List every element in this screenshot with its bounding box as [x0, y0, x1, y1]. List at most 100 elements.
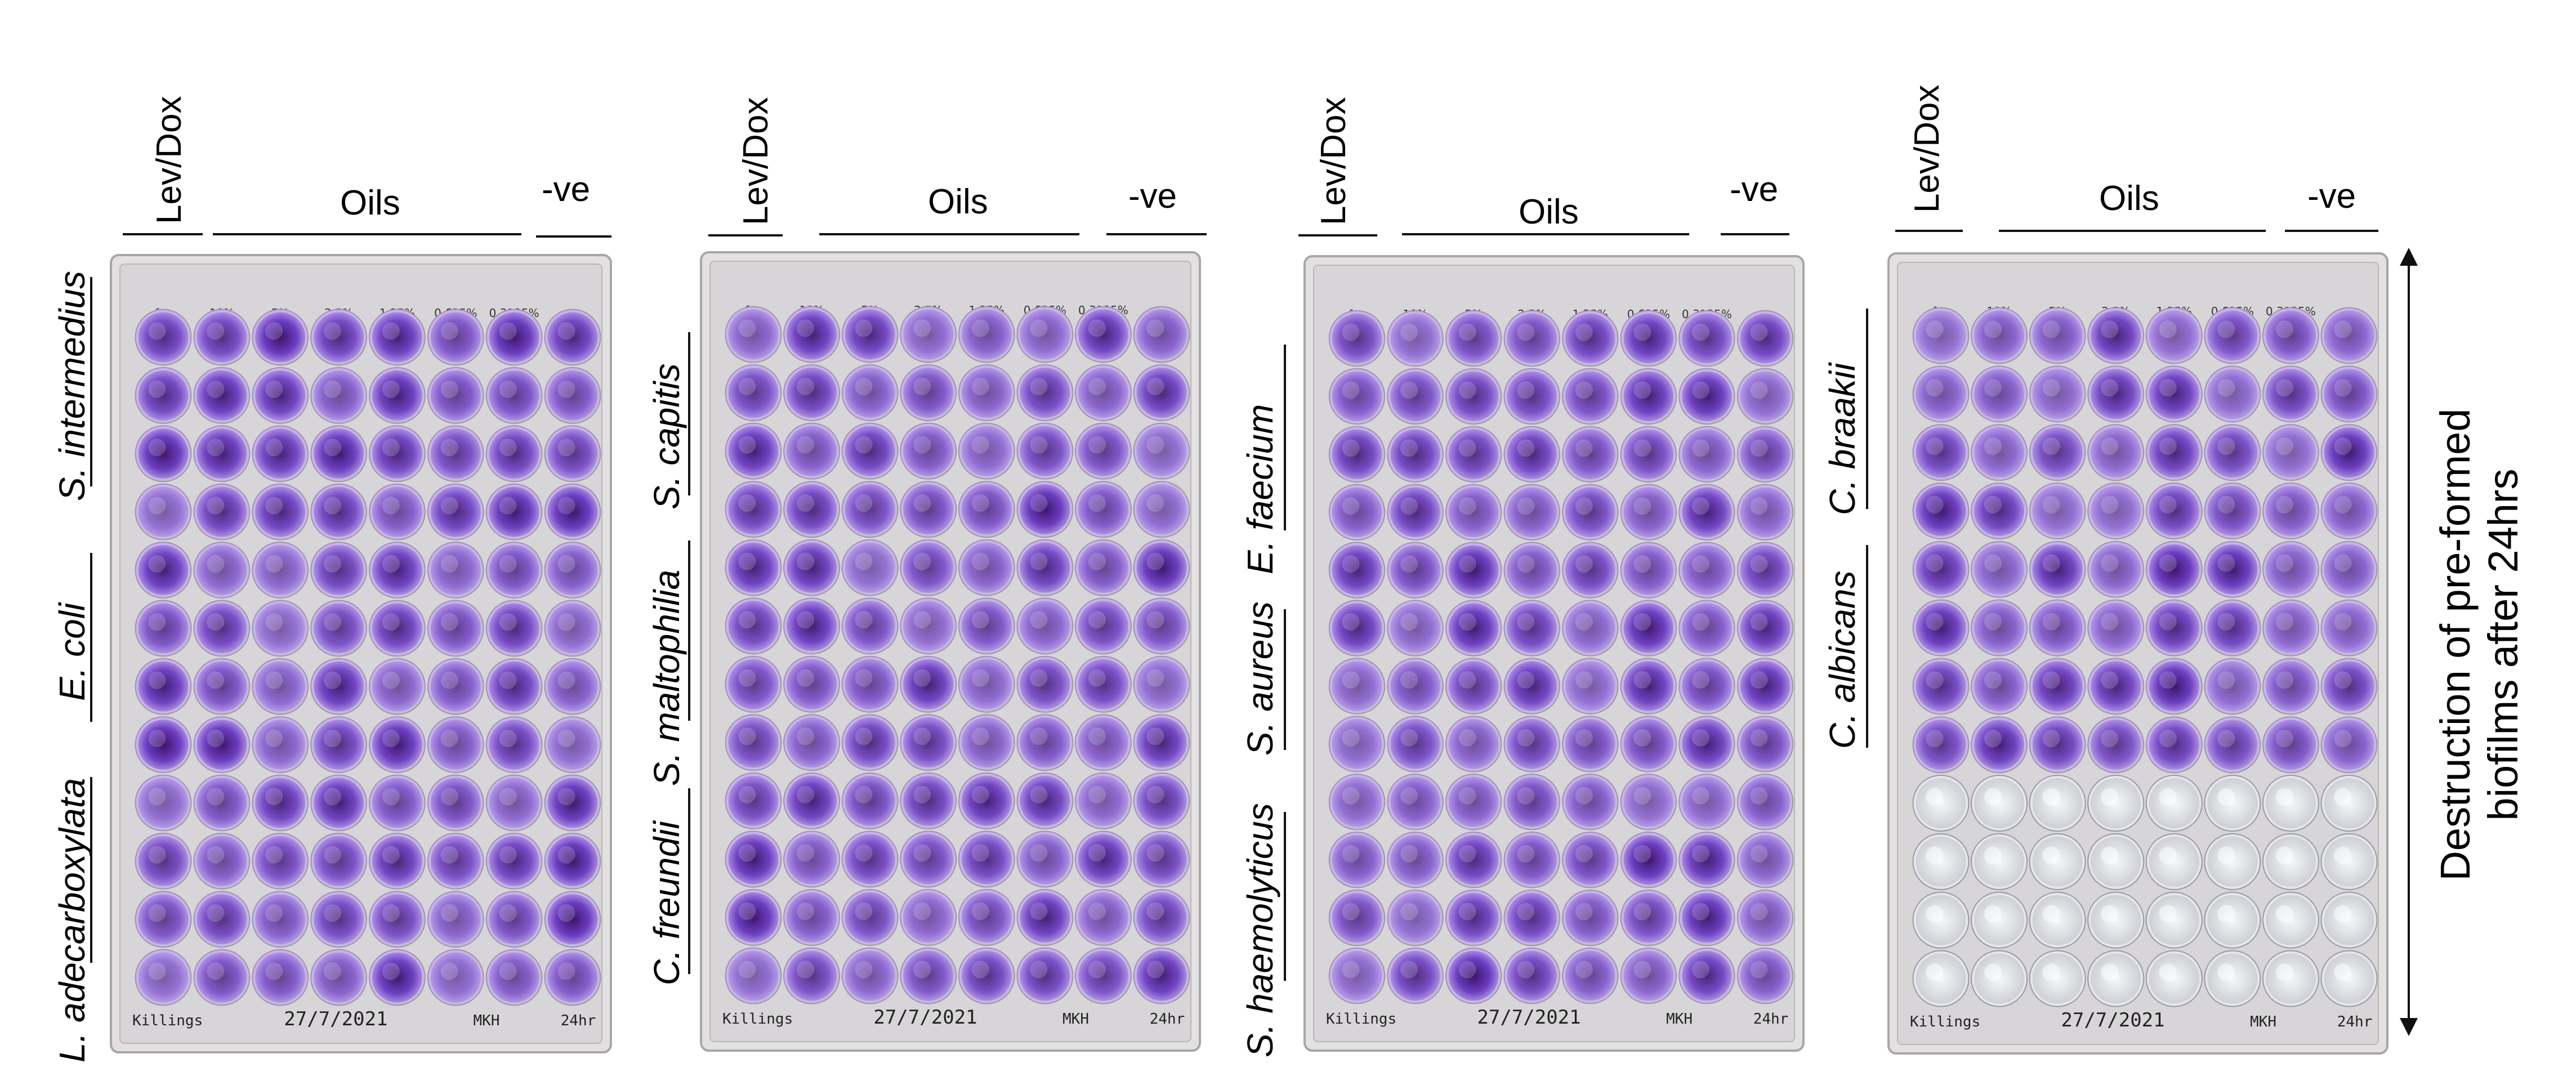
- well: [1740, 719, 1791, 769]
- well: [787, 950, 837, 1001]
- well: [728, 892, 779, 943]
- well: [314, 778, 364, 828]
- well: [2207, 310, 2258, 361]
- well: [1390, 892, 1440, 943]
- well: [1740, 950, 1791, 1001]
- well: [1020, 775, 1070, 826]
- well: [2324, 602, 2374, 653]
- well: [1332, 371, 1382, 422]
- well: [2265, 369, 2316, 419]
- well: [197, 894, 247, 945]
- well: [1565, 371, 1615, 422]
- well: [1136, 717, 1187, 768]
- lev-dox-underline-1: [123, 233, 203, 235]
- well: [489, 836, 539, 886]
- well: [255, 720, 306, 770]
- well: [1448, 661, 1499, 711]
- well: [314, 894, 364, 945]
- species-label-s-haemolyticus: S. haemolyticus: [1240, 803, 1280, 1057]
- well: [1020, 426, 1070, 476]
- well: [197, 836, 247, 886]
- well: [1332, 603, 1382, 653]
- well: [961, 834, 1012, 885]
- well: [1136, 892, 1187, 943]
- well: [1390, 950, 1440, 1001]
- well: [1565, 719, 1615, 769]
- well: [961, 484, 1012, 535]
- species-label-s-capitis: S. capitis: [646, 363, 687, 510]
- well: [2032, 485, 2083, 536]
- well: [430, 778, 481, 828]
- species-bracket-1c: [90, 777, 92, 963]
- well: [1448, 429, 1499, 480]
- well: [1682, 487, 1732, 537]
- well: [1078, 775, 1128, 826]
- well: [1974, 310, 2025, 361]
- well: [1020, 309, 1070, 360]
- well: [2032, 953, 2083, 1004]
- well: [489, 312, 539, 363]
- well: [1916, 310, 1966, 361]
- well: [1332, 892, 1382, 943]
- well: [2207, 602, 2258, 653]
- well: [1390, 313, 1440, 364]
- well: [1974, 836, 2025, 887]
- well: [430, 545, 481, 595]
- well: [1507, 834, 1557, 885]
- well: [1682, 661, 1732, 711]
- well: [2149, 720, 2199, 770]
- well: [1507, 313, 1557, 364]
- well: [1974, 602, 2025, 653]
- well: [1916, 485, 1966, 536]
- well: [138, 486, 189, 537]
- well: [197, 778, 247, 828]
- well: [372, 952, 422, 1003]
- well: [197, 428, 247, 479]
- well: [2091, 661, 2141, 712]
- plate-bottom-text: MKH: [474, 1012, 500, 1029]
- plate-3-image: fac10%5%2.5%1.25%0.625%0.3125%-veKilling…: [1303, 255, 1805, 1052]
- well: [1390, 603, 1440, 653]
- well: [372, 894, 422, 945]
- well: [1565, 892, 1615, 943]
- well: [2324, 427, 2374, 478]
- well: [2324, 485, 2374, 536]
- well: [1390, 487, 1440, 537]
- well: [2091, 953, 2141, 1004]
- well: [1020, 950, 1070, 1001]
- well: [2091, 544, 2141, 595]
- well: [372, 545, 422, 595]
- well: [2207, 485, 2258, 536]
- well: [1078, 659, 1128, 709]
- well: [138, 952, 189, 1003]
- well: [1390, 371, 1440, 422]
- well: [2207, 836, 2258, 887]
- plate-1-image: fac10%5%2.5%1.25%0.625%0.3125%-veKilling…: [110, 254, 612, 1053]
- well: [138, 312, 189, 363]
- well: [1448, 487, 1499, 537]
- well: [1507, 603, 1557, 653]
- oils-underline-1: [213, 233, 521, 235]
- well: [138, 661, 189, 712]
- well: [1448, 545, 1499, 595]
- well: [197, 952, 247, 1003]
- well: [314, 720, 364, 770]
- well: [1623, 834, 1674, 885]
- negative-label-4: -ve: [2307, 177, 2356, 216]
- well: [1740, 545, 1791, 595]
- well: [372, 661, 422, 712]
- well: [1682, 371, 1732, 422]
- well: [430, 836, 481, 886]
- lev-dox-label-1: Lev/Dox: [150, 96, 189, 224]
- well: [2207, 778, 2258, 829]
- species-label-s-maltophilia: S. maltophilia: [646, 569, 687, 786]
- well: [1078, 542, 1128, 593]
- well: [1078, 950, 1128, 1001]
- well: [1740, 777, 1791, 827]
- well: [845, 834, 895, 885]
- negative-underline-2: [1106, 233, 1207, 235]
- well: [1916, 602, 1966, 653]
- well: [547, 661, 598, 712]
- well: [1020, 542, 1070, 593]
- well: [1623, 371, 1674, 422]
